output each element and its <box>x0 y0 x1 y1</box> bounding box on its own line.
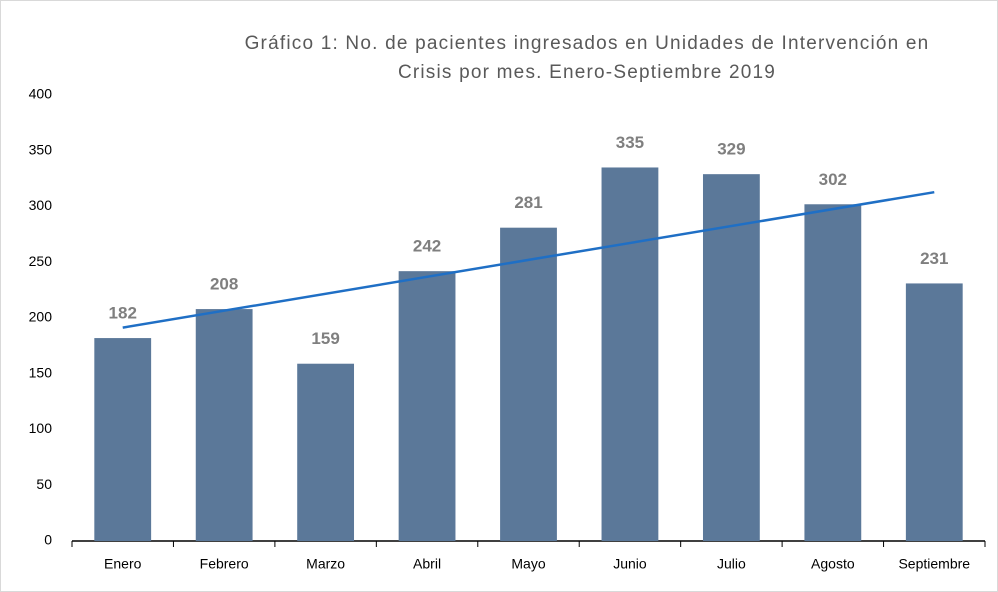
y-tick-label: 0 <box>44 532 52 548</box>
value-label: 302 <box>819 170 847 189</box>
x-tick-label: Mayo <box>511 556 545 572</box>
x-tick-label: Junio <box>613 556 647 572</box>
y-tick-label: 350 <box>29 141 53 157</box>
x-tick-label: Febrero <box>200 556 249 572</box>
bar <box>702 174 760 542</box>
bar <box>297 363 355 541</box>
y-tick-label: 100 <box>29 420 53 436</box>
bar <box>905 283 963 541</box>
x-tick-label: Marzo <box>306 556 345 572</box>
y-tick-label: 300 <box>29 197 53 213</box>
value-label: 182 <box>109 304 137 323</box>
bar <box>195 309 253 541</box>
x-tick-label: Septiembre <box>898 556 970 572</box>
x-tick-label: Abril <box>413 556 441 572</box>
value-label: 329 <box>717 140 745 159</box>
x-tick-label: Agosto <box>811 556 855 572</box>
y-tick-label: 150 <box>29 364 53 380</box>
value-label: 231 <box>920 249 948 268</box>
value-label: 281 <box>514 193 542 212</box>
x-tick-label: Julio <box>717 556 746 572</box>
value-label: 242 <box>413 237 441 256</box>
value-label: 208 <box>210 275 238 294</box>
bar <box>601 167 659 541</box>
bar <box>500 227 557 541</box>
chart-title: Crisis por mes. Enero-Septiembre 2019 <box>398 62 776 83</box>
bar <box>804 204 862 541</box>
bar <box>94 338 152 541</box>
bar <box>398 271 456 541</box>
y-tick-label: 400 <box>29 86 53 102</box>
value-label: 335 <box>616 133 644 152</box>
y-tick-label: 200 <box>29 309 53 325</box>
x-tick-label: Enero <box>104 556 142 572</box>
chart-title: Gráfico 1: No. de pacientes ingresados e… <box>245 33 930 54</box>
value-label: 159 <box>311 329 339 348</box>
y-tick-label: 50 <box>36 476 52 492</box>
y-tick-label: 250 <box>29 253 53 269</box>
trend-line <box>122 190 935 329</box>
